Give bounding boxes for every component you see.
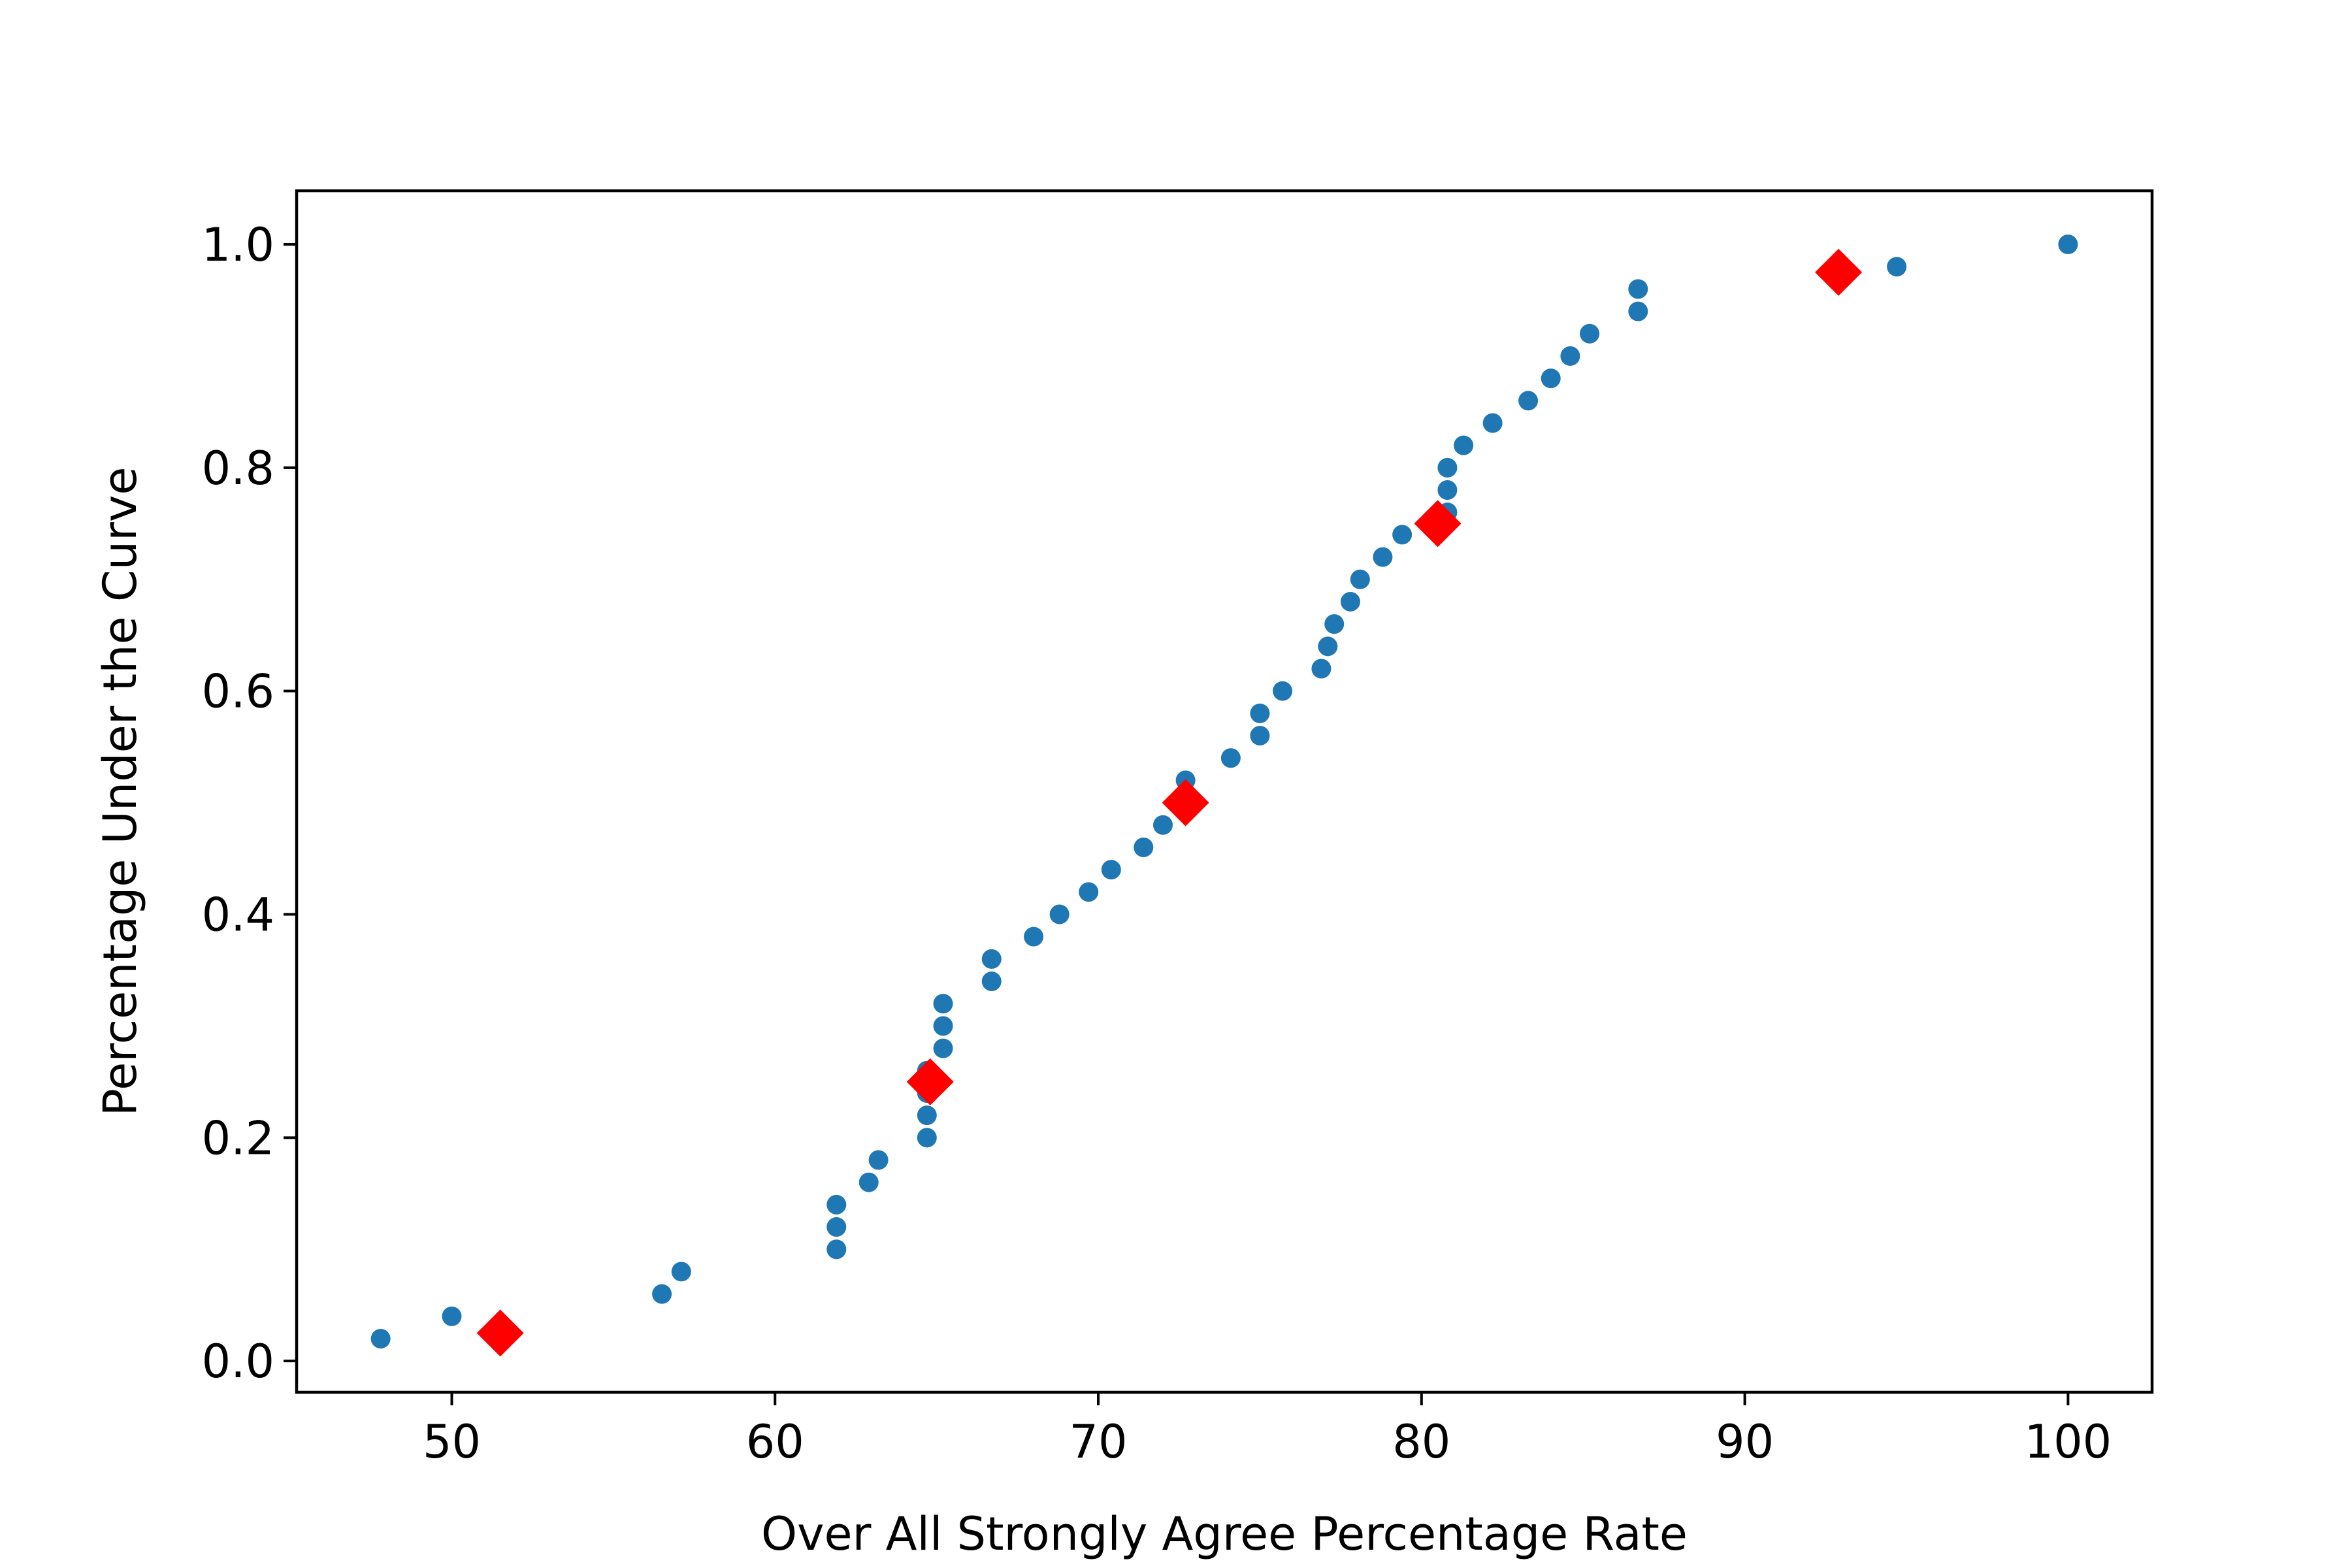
data-point xyxy=(1250,703,1270,723)
data-point xyxy=(1560,346,1580,366)
data-point xyxy=(933,994,953,1014)
data-point xyxy=(981,949,1002,969)
y-tick-label: 0.2 xyxy=(202,1111,274,1165)
data-point xyxy=(1250,726,1270,746)
data-point xyxy=(1350,569,1370,589)
x-tick-label: 100 xyxy=(2025,1415,2112,1469)
data-point xyxy=(1437,457,1458,478)
data-point xyxy=(1518,391,1539,411)
data-point xyxy=(1628,279,1648,299)
data-point xyxy=(652,1284,672,1304)
quartile-marker xyxy=(1414,500,1462,547)
data-point xyxy=(868,1150,889,1170)
data-point xyxy=(1273,681,1293,701)
data-point xyxy=(1318,636,1338,657)
y-tick-label: 0.6 xyxy=(202,665,274,719)
quartile-marker xyxy=(1162,779,1209,826)
data-point xyxy=(442,1306,462,1326)
plot-frame xyxy=(295,189,2154,1394)
data-point xyxy=(1340,591,1360,612)
data-point xyxy=(981,972,1002,992)
quartile-marker xyxy=(1815,248,1863,296)
data-point xyxy=(1024,926,1044,947)
data-point xyxy=(1134,837,1154,857)
data-point xyxy=(826,1217,847,1237)
data-point xyxy=(1311,659,1331,679)
x-axis-label: Over All Strongly Agree Percentage Rate xyxy=(761,1507,1688,1561)
x-tick-label: 80 xyxy=(1392,1415,1450,1469)
data-point xyxy=(1049,904,1070,924)
data-point xyxy=(370,1328,391,1348)
x-tick-label: 50 xyxy=(423,1415,481,1469)
x-tick-label: 60 xyxy=(746,1415,804,1469)
y-tick-label: 1.0 xyxy=(202,218,274,272)
data-point xyxy=(1454,435,1474,455)
quartile-marker xyxy=(476,1309,524,1357)
data-point xyxy=(1887,257,1907,277)
points-layer xyxy=(370,235,2078,1348)
y-tick-label: 0.4 xyxy=(202,889,274,942)
data-point xyxy=(1152,815,1173,835)
data-point xyxy=(1580,323,1600,344)
data-point xyxy=(1101,860,1121,880)
data-point xyxy=(933,1038,953,1058)
quartile-marker xyxy=(906,1058,954,1105)
data-point xyxy=(826,1239,847,1260)
y-tick-label: 0.0 xyxy=(202,1335,274,1388)
data-point xyxy=(1324,614,1345,634)
data-point xyxy=(1541,368,1561,389)
data-point xyxy=(858,1172,879,1192)
data-point xyxy=(1628,301,1648,321)
y-tick-label: 0.8 xyxy=(202,442,274,495)
data-point xyxy=(1437,480,1458,500)
data-point xyxy=(917,1105,937,1126)
y-axis-label: Percentage Under the Curve xyxy=(93,467,147,1117)
data-point xyxy=(671,1262,691,1282)
data-point xyxy=(1079,882,1099,902)
data-point xyxy=(826,1194,847,1215)
data-point xyxy=(1482,413,1503,433)
x-axis-ticks: 50 60 70 80 90 100 xyxy=(423,1392,2112,1469)
y-axis-ticks: 0.0 0.2 0.4 0.6 0.8 1.0 xyxy=(202,218,297,1388)
quartile-markers-layer xyxy=(476,248,1863,1357)
x-tick-label: 90 xyxy=(1716,1415,1774,1469)
data-point xyxy=(1373,547,1393,567)
data-point xyxy=(917,1128,937,1148)
x-tick-label: 70 xyxy=(1069,1415,1127,1469)
data-point xyxy=(1392,525,1413,545)
data-point xyxy=(1220,748,1241,768)
data-point xyxy=(2058,235,2078,255)
data-point xyxy=(933,1016,953,1036)
